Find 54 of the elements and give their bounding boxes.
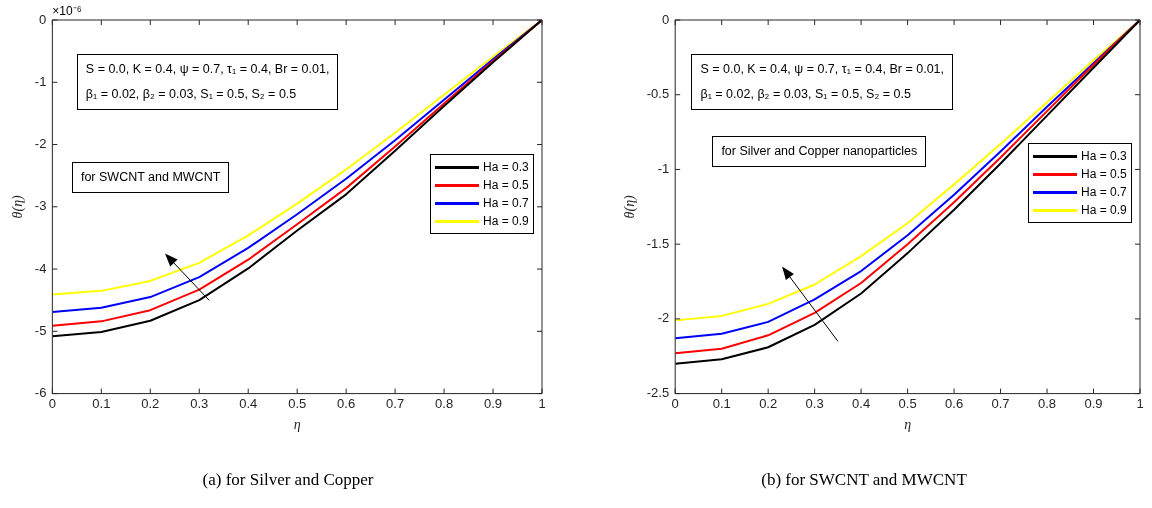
legend-label: Ha = 0.9 bbox=[483, 214, 529, 229]
x-tick-label: 0.4 bbox=[852, 395, 871, 411]
y-tick-label: -1 bbox=[34, 73, 47, 89]
x-tick-label: 1 bbox=[1136, 395, 1144, 411]
y-tick-label: -5 bbox=[34, 322, 47, 338]
x-tick-label: 0.2 bbox=[141, 395, 160, 411]
annotation: for SWCNT and MWCNT bbox=[71, 161, 230, 193]
annotation: S = 0.0, K = 0.4, ψ = 0.7, τ₁ = 0.4, Br = 0.01, bbox=[700, 60, 945, 78]
annotation: β₁ = 0.02, β₂ = 0.03, S₁ = 0.5, S₂ = 0.5 bbox=[85, 85, 298, 103]
x-tick-label: 0.8 bbox=[435, 395, 454, 411]
y-tick-label: -0.5 bbox=[646, 86, 670, 102]
legend-label: Ha = 0.3 bbox=[1081, 149, 1127, 164]
y-tick-label: -2.5 bbox=[646, 385, 670, 401]
x-tick-label: 0.4 bbox=[239, 395, 258, 411]
text: (b) for SWCNT and MWCNT bbox=[760, 470, 968, 490]
x-axis-title: η bbox=[293, 417, 301, 433]
y-tick-label: -4 bbox=[34, 260, 47, 276]
x-tick-label: 0.7 bbox=[991, 395, 1010, 411]
legend-label: Ha = 0.5 bbox=[483, 178, 529, 193]
x-tick-label: 0.6 bbox=[945, 395, 964, 411]
x-tick-label: 0.2 bbox=[759, 395, 778, 411]
y-tick-label: -3 bbox=[34, 198, 47, 214]
x-tick-label: 0.7 bbox=[386, 395, 405, 411]
x-tick-label: 0.3 bbox=[805, 395, 824, 411]
y-axis-title: θ(η) bbox=[10, 194, 27, 219]
x-tick-label: 0.8 bbox=[1038, 395, 1057, 411]
y-axis-title: θ(η) bbox=[622, 194, 639, 219]
legend-label: Ha = 0.7 bbox=[483, 196, 529, 211]
annotation: S = 0.0, K = 0.4, ψ = 0.7, τ₁ = 0.4, Br = 0.01, bbox=[85, 60, 330, 78]
legend-label: Ha = 0.9 bbox=[1081, 203, 1127, 218]
annotation: for Silver and Copper nanoparticles bbox=[712, 135, 927, 167]
x-tick-label: 0.1 bbox=[92, 395, 111, 411]
y-tick-label: 0 bbox=[661, 11, 670, 27]
x-tick-label: 0.5 bbox=[288, 395, 307, 411]
annotation: β₁ = 0.02, β₂ = 0.03, S₁ = 0.5, S₂ = 0.5 bbox=[700, 85, 912, 103]
x-tick-label: 1 bbox=[538, 395, 546, 411]
x-tick-label: 0.3 bbox=[190, 395, 209, 411]
legend-label: Ha = 0.3 bbox=[483, 160, 529, 175]
x-tick-label: 0.9 bbox=[484, 395, 503, 411]
y-tick-label: -2 bbox=[34, 136, 47, 152]
y-tick-label: -1.5 bbox=[646, 235, 670, 251]
text: ×10⁻⁶ bbox=[52, 3, 82, 19]
legend-label: Ha = 0.7 bbox=[1081, 185, 1127, 200]
x-axis-title: η bbox=[904, 417, 912, 433]
y-tick-label: -1 bbox=[657, 161, 670, 177]
y-tick-label: 0 bbox=[39, 11, 47, 27]
y-tick-label: -6 bbox=[34, 385, 47, 401]
y-tick-label: -2 bbox=[657, 310, 670, 326]
x-tick-label: 0.5 bbox=[898, 395, 917, 411]
legend-label: Ha = 0.5 bbox=[1081, 167, 1127, 182]
x-tick-label: 0.6 bbox=[337, 395, 356, 411]
x-tick-label: 0.1 bbox=[712, 395, 731, 411]
x-tick-label: 0.9 bbox=[1084, 395, 1103, 411]
text: (a) for Silver and Copper bbox=[201, 470, 375, 490]
